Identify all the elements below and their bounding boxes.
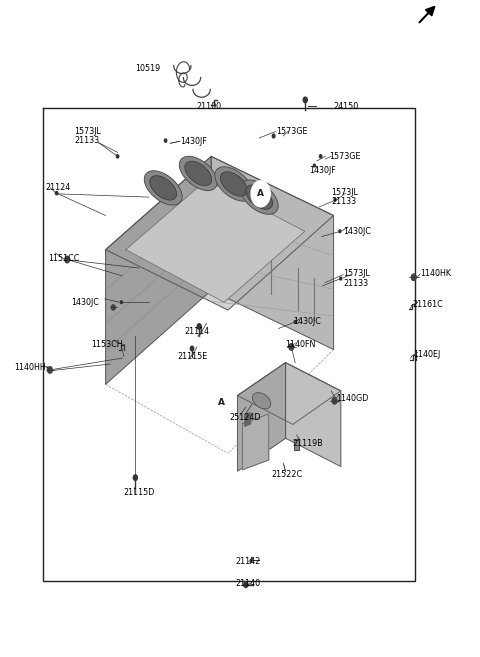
Polygon shape	[286, 363, 341, 466]
Text: 1430JF: 1430JF	[180, 137, 207, 146]
Polygon shape	[238, 363, 341, 424]
Text: 21142: 21142	[235, 556, 261, 566]
Polygon shape	[126, 180, 305, 302]
Text: 21114: 21114	[185, 327, 210, 336]
Text: 21115E: 21115E	[178, 351, 208, 361]
Ellipse shape	[240, 180, 278, 214]
Circle shape	[332, 397, 337, 404]
Circle shape	[320, 155, 322, 158]
Circle shape	[313, 164, 315, 167]
Text: 21119B: 21119B	[293, 439, 324, 448]
Text: 21140: 21140	[235, 579, 260, 588]
Ellipse shape	[220, 171, 247, 196]
Ellipse shape	[179, 156, 217, 191]
Ellipse shape	[252, 393, 271, 409]
Circle shape	[294, 321, 296, 323]
Text: 21124: 21124	[46, 183, 71, 193]
Text: 25124D: 25124D	[229, 413, 261, 422]
Text: 1153CH: 1153CH	[91, 340, 123, 349]
Text: 1573JL
21133: 1573JL 21133	[343, 269, 370, 288]
Ellipse shape	[246, 185, 273, 210]
Ellipse shape	[150, 175, 177, 200]
Text: 1573JL
21133: 1573JL 21133	[331, 188, 358, 206]
Polygon shape	[106, 156, 211, 384]
Text: A: A	[218, 397, 225, 407]
Ellipse shape	[215, 167, 253, 201]
Circle shape	[190, 346, 194, 351]
Polygon shape	[211, 156, 334, 350]
Text: 1151CC: 1151CC	[48, 254, 79, 263]
Text: 21115D: 21115D	[124, 488, 155, 497]
Text: 21100: 21100	[196, 102, 221, 111]
Circle shape	[251, 181, 270, 207]
Ellipse shape	[185, 161, 212, 186]
Text: 1140HH: 1140HH	[14, 363, 46, 373]
Circle shape	[334, 198, 336, 201]
Text: 21161C: 21161C	[413, 300, 444, 309]
Text: 1430JC: 1430JC	[293, 317, 321, 327]
Text: 1573GE: 1573GE	[329, 152, 360, 161]
Polygon shape	[245, 413, 251, 426]
Circle shape	[272, 134, 275, 138]
Circle shape	[303, 97, 307, 102]
Circle shape	[411, 274, 416, 281]
Circle shape	[212, 389, 231, 415]
Text: 1573JL
21133: 1573JL 21133	[74, 127, 101, 145]
Circle shape	[165, 139, 167, 142]
Text: 24150: 24150	[334, 102, 359, 111]
Text: 1430JC: 1430JC	[343, 227, 371, 236]
Circle shape	[244, 582, 248, 587]
Text: 10519: 10519	[135, 64, 161, 74]
Circle shape	[111, 305, 115, 310]
Circle shape	[197, 324, 201, 329]
Text: 21522C: 21522C	[271, 470, 302, 479]
Text: 1573GE: 1573GE	[276, 127, 308, 136]
Circle shape	[65, 256, 70, 263]
Circle shape	[56, 192, 58, 194]
Circle shape	[340, 277, 342, 280]
Text: 1140GD: 1140GD	[336, 394, 368, 403]
Circle shape	[339, 230, 341, 233]
Text: 1140HK: 1140HK	[420, 269, 451, 279]
Circle shape	[117, 155, 119, 158]
Text: 1140EJ: 1140EJ	[413, 350, 440, 359]
Text: 1430JF: 1430JF	[310, 166, 336, 175]
Polygon shape	[106, 156, 334, 310]
Ellipse shape	[144, 171, 182, 205]
Text: A: A	[257, 189, 264, 198]
Polygon shape	[238, 363, 286, 471]
Circle shape	[289, 344, 294, 350]
Polygon shape	[242, 414, 269, 470]
Polygon shape	[294, 440, 299, 450]
Text: 1430JC: 1430JC	[71, 298, 99, 307]
Circle shape	[48, 367, 52, 373]
Circle shape	[133, 475, 137, 480]
Circle shape	[120, 301, 122, 304]
Text: 1140FN: 1140FN	[286, 340, 316, 350]
